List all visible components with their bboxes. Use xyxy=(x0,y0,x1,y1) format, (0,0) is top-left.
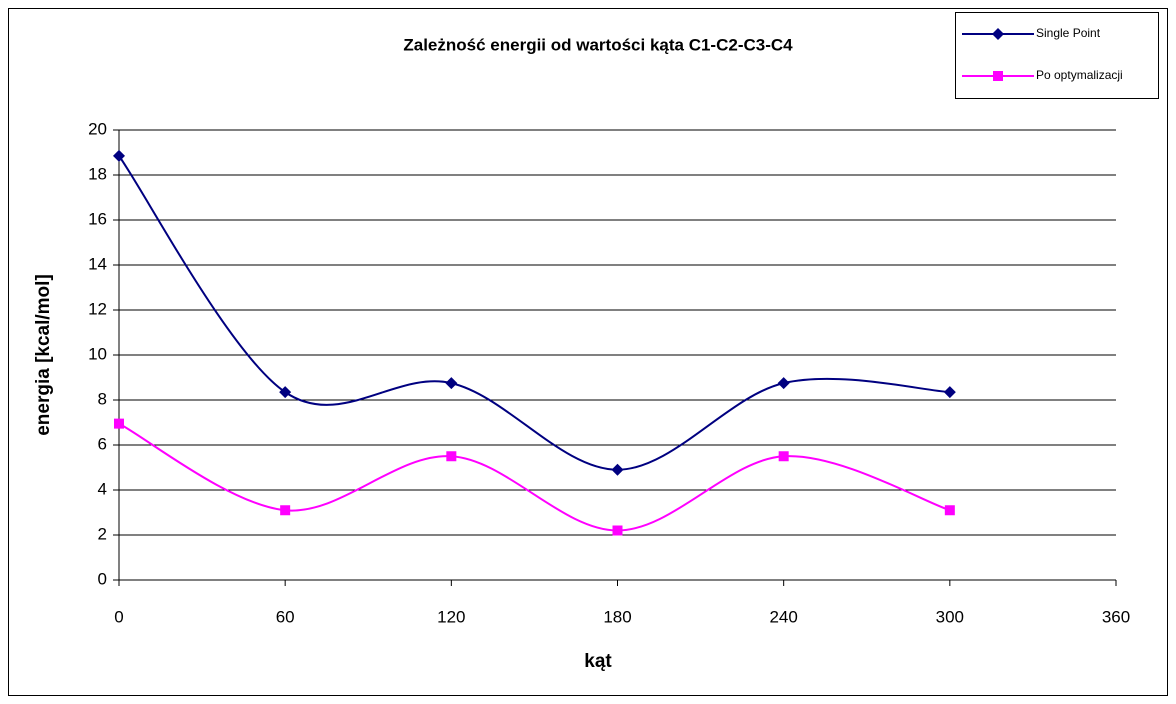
legend-box xyxy=(955,12,1159,99)
y-tick-label: 6 xyxy=(98,434,107,453)
x-tick-label: 0 xyxy=(114,607,123,626)
x-tick-label: 180 xyxy=(603,607,631,626)
x-axis-label: kąt xyxy=(584,651,612,672)
y-tick-label: 0 xyxy=(98,569,107,588)
x-tick-label: 60 xyxy=(276,607,295,626)
marker xyxy=(446,451,457,462)
marker xyxy=(611,463,624,476)
legend-label: Single Point xyxy=(1036,26,1101,40)
marker xyxy=(445,377,458,390)
marker xyxy=(280,505,291,516)
series-line xyxy=(118,155,950,471)
x-tick-label: 360 xyxy=(1102,607,1130,626)
y-tick-label: 4 xyxy=(98,479,107,498)
marker xyxy=(943,386,956,399)
marker xyxy=(993,71,1003,81)
marker xyxy=(992,28,1004,40)
marker xyxy=(778,451,789,462)
y-tick-label: 16 xyxy=(88,209,107,228)
series-line xyxy=(118,422,951,532)
chart-border xyxy=(8,8,1168,696)
y-tick-label: 2 xyxy=(98,524,107,543)
legend-label: Po optymalizacji xyxy=(1036,68,1123,82)
x-tick-label: 120 xyxy=(437,607,465,626)
y-tick-label: 18 xyxy=(88,164,107,183)
chart-title: Zależność energii od wartości kąta C1-C2… xyxy=(403,35,793,54)
x-tick-label: 240 xyxy=(769,607,797,626)
y-tick-label: 10 xyxy=(88,344,107,363)
x-tick-label: 300 xyxy=(936,607,964,626)
y-axis-label: energia [kcal/mol] xyxy=(33,274,54,436)
marker xyxy=(114,418,124,429)
y-tick-label: 8 xyxy=(98,389,107,408)
y-tick-label: 12 xyxy=(88,299,107,318)
marker xyxy=(612,525,623,536)
y-tick-label: 14 xyxy=(88,254,107,273)
marker xyxy=(944,505,955,516)
marker xyxy=(279,386,292,399)
y-tick-label: 20 xyxy=(88,119,107,138)
marker xyxy=(113,149,125,162)
marker xyxy=(777,377,790,390)
